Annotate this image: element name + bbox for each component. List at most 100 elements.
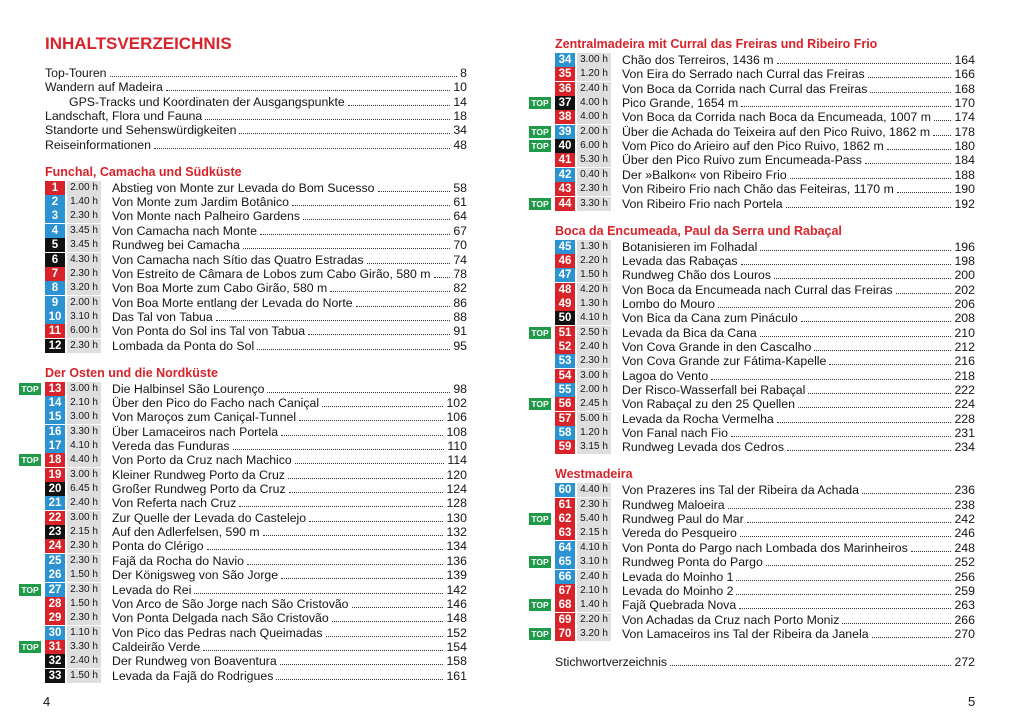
entry-title: Von Prazeres ins Tal der Ribeira da Acha…	[622, 483, 859, 498]
walking-time: 2.00 h	[577, 383, 611, 397]
tour-row: TOP 37 4.00 h Pico Grande, 1654 m 170	[529, 96, 975, 111]
tour-number: 57	[555, 411, 575, 426]
page-number: 263	[954, 598, 975, 613]
entry-title: Levada da Rocha Vermelha	[622, 411, 774, 426]
dot-leader	[309, 520, 444, 522]
entry-title: Von Lamaceiros ins Tal der Ribeira da Ja…	[622, 626, 869, 641]
dot-leader	[776, 63, 952, 64]
toc-line: Von Maroços zum Caniçal-Tunnel 106	[112, 410, 467, 424]
entry-title: Von Boca da Encumeada nach Curral das Fr…	[622, 282, 893, 297]
tour-row: 17 4.10 h Vereda das Funduras 110	[45, 439, 467, 453]
walking-time: 6.45 h	[67, 482, 101, 497]
walking-time: 4.10 h	[577, 311, 611, 326]
tour-number: 70	[555, 626, 575, 641]
toc-line: Von Fanal nach Fio 231	[622, 426, 975, 440]
entry-title: Ponta do Clérigo	[112, 539, 204, 554]
tour-number: 14	[45, 395, 65, 410]
dot-leader	[800, 321, 952, 323]
tour-row: 2 1.40 h Von Monte zum Jardim Botânico 61	[45, 195, 467, 210]
page-number: 198	[954, 253, 975, 268]
walking-time: 2.00 h	[67, 180, 101, 195]
tour-number: 66	[555, 569, 575, 584]
tour-number: 64	[555, 540, 575, 555]
toc-line: Fajã da Rocha do Navio 136	[112, 554, 467, 568]
toc-line: Lagoa do Vento 218	[622, 369, 975, 383]
tour-number: 34	[555, 53, 575, 67]
tour-row: TOP 68 1.40 h Fajã Quebrada Nova 263	[529, 598, 975, 613]
walking-time: 2.30 h	[67, 209, 101, 224]
entry-title: Vereda do Pesqueiro	[622, 526, 737, 541]
dot-leader	[739, 536, 952, 538]
dot-leader	[281, 578, 444, 580]
toc-line: Der Risco-Wasserfall bei Rabaçal 222	[622, 383, 975, 397]
walking-time: 4.20 h	[577, 282, 611, 297]
dot-leader	[760, 249, 952, 251]
tour-number: 58	[555, 426, 575, 441]
page-title: INHALTSVERZEICHNIS	[45, 34, 232, 53]
page-number: 74	[453, 252, 467, 267]
toc-line: GPS-Tracks und Koordinaten der Ausgangsp…	[69, 95, 467, 109]
page-number: 272	[954, 654, 975, 669]
page-number: 184	[954, 153, 975, 168]
tour-row: TOP 51 2.50 h Levada da Bica da Cana 210	[529, 325, 975, 340]
walking-time: 2.10 h	[577, 583, 611, 598]
toc-line: Von Achadas da Cruz nach Porto Moniz 266	[622, 613, 975, 627]
dot-leader	[814, 349, 952, 351]
tour-row: 43 2.30 h Von Ribeiro Frio nach Chão das F…	[555, 182, 975, 197]
tour-row: 34 3.00 h Chão dos Terreiros, 1436 m 164	[555, 53, 975, 67]
dot-leader	[886, 149, 952, 151]
tour-number: 42	[555, 167, 575, 182]
toc-row: Top-Touren 8	[45, 66, 467, 80]
walking-time: 2.30 h	[577, 497, 611, 512]
toc-line: Von Cova Grande in den Cascalho 212	[622, 340, 975, 354]
dot-leader	[246, 563, 444, 565]
tour-row: 12 2.30 h Lombada da Ponta do Sol 95	[45, 338, 467, 353]
page-number: 224	[954, 397, 975, 412]
dot-leader	[347, 104, 451, 106]
page-number: 228	[954, 411, 975, 426]
dot-leader	[746, 522, 952, 524]
walking-time: 4.10 h	[577, 540, 611, 555]
tour-row: 66 2.40 h Levada do Moinho 1 256	[555, 569, 975, 584]
toc-line: Vereda das Funduras 110	[112, 439, 467, 453]
entry-title: Der Risco-Wasserfall bei Rabaçal	[622, 383, 806, 397]
top-badge: TOP	[19, 583, 41, 596]
entry-title: Von Ribeiro Frio nach Chão das Feiteiras…	[622, 182, 894, 197]
toc-line: Botanisieren im Folhadal 196	[622, 240, 975, 254]
toc-row: Standorte und Sehenswürdigkeiten 34	[45, 123, 467, 137]
page-number: 216	[954, 354, 975, 369]
entry-title: Levada da Bica da Cana	[622, 325, 757, 340]
entry-title: Von Referta nach Cruz	[112, 496, 237, 511]
page-number: 178	[954, 124, 975, 139]
toc-line: Rundweg Levada dos Cedros 234	[622, 440, 975, 454]
entry-title: Levada das Rabaças	[622, 253, 738, 268]
page-number: 67	[453, 223, 467, 238]
page-number: 174	[954, 110, 975, 125]
toc-line: Von Porto da Cruz nach Machico 114	[112, 453, 467, 467]
tour-number: 37	[555, 96, 575, 111]
tour-number: 60	[555, 483, 575, 498]
page-number: 190	[954, 182, 975, 197]
page-number: 132	[446, 525, 467, 540]
toc-line: Abstieg von Monte zur Levada do Bom Suce…	[112, 181, 467, 195]
toc-line: Kleiner Rundweg Porto da Cruz 120	[112, 468, 467, 482]
walking-time: 1.20 h	[577, 426, 611, 441]
page-number: 128	[446, 496, 467, 511]
toc-line: Wandern auf Madeira 10	[45, 80, 467, 94]
top-badge: TOP	[529, 140, 551, 153]
walking-time: 4.30 h	[67, 252, 101, 267]
toc-line: Levada da Rocha Vermelha 228	[622, 412, 975, 426]
top-badge: TOP	[19, 640, 41, 653]
walking-time: 2.15 h	[67, 525, 101, 540]
walking-time: 3.45 h	[67, 223, 101, 238]
entry-title: Stichwortverzeichnis	[555, 654, 668, 669]
toc-row: GPS-Tracks und Koordinaten der Ausgangsp…	[45, 95, 467, 109]
dot-leader	[740, 263, 952, 265]
page-number: 236	[954, 483, 975, 498]
toc-line: Levada do Moinho 2 259	[622, 584, 975, 598]
walking-time: 3.20 h	[577, 626, 611, 641]
tour-row: 24 2.30 h Ponta do Clérigo 134	[45, 539, 467, 554]
tour-number: 31	[45, 639, 65, 654]
toc-line: Vereda do Pesqueiro 246	[622, 526, 975, 540]
walking-time: 3.10 h	[577, 555, 611, 570]
